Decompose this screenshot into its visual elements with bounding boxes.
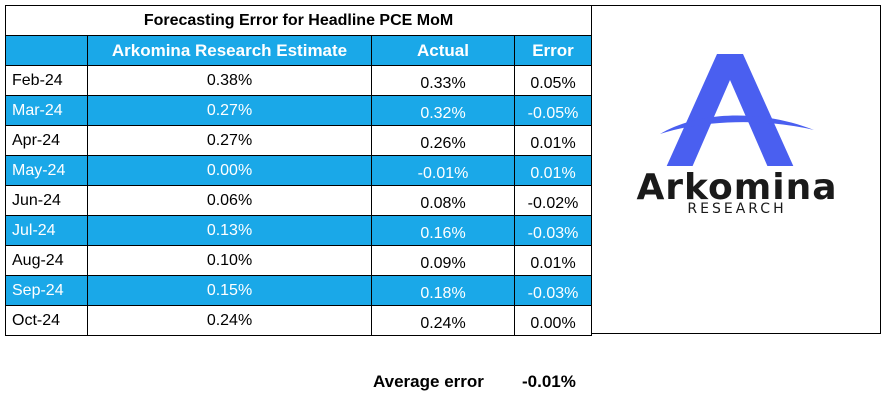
actual-cell: 0.16% [371,215,515,246]
estimate-cell: 0.06% [87,185,372,216]
header-estimate: Arkomina Research Estimate [87,35,372,66]
estimate-cell: 0.24% [87,305,372,336]
header-month [5,35,88,66]
table-row: Sep-24 0.15% 0.18% -0.03% [5,275,593,306]
average-error-label: Average error [373,372,484,391]
estimate-cell: 0.13% [87,215,372,246]
actual-cell: 0.08% [371,185,515,216]
error-cell: -0.02% [513,185,593,216]
actual-cell: 0.09% [371,245,515,276]
table-row: Apr-24 0.27% 0.26% 0.01% [5,125,593,156]
logo-name: Arkomina [636,167,838,208]
logo-a-shape [666,54,794,166]
actual-cell: -0.01% [371,155,515,186]
logo-panel: Arkomina RESEARCH [591,5,881,334]
error-cell: 0.01% [513,245,593,276]
error-cell: -0.03% [513,275,593,306]
header-error: Error [513,35,593,66]
error-cell: 0.01% [513,125,593,156]
error-cell: -0.03% [513,215,593,246]
estimate-cell: 0.15% [87,275,372,306]
estimate-cell: 0.38% [87,65,372,96]
actual-cell: 0.26% [371,125,515,156]
estimate-cell: 0.10% [87,245,372,276]
error-cell: 0.00% [513,305,593,336]
table-row: Jul-24 0.13% 0.16% -0.03% [5,215,593,246]
table-row: Aug-24 0.10% 0.09% 0.01% [5,245,593,276]
actual-cell: 0.24% [371,305,515,336]
month-cell: Aug-24 [5,245,88,276]
header-actual: Actual [371,35,515,66]
forecast-error-table: Forecasting Error for Headline PCE MoM A… [4,5,593,336]
table-row: Mar-24 0.27% 0.32% -0.05% [5,95,593,126]
average-error-value: -0.01% [522,372,576,391]
actual-cell: 0.18% [371,275,515,306]
actual-cell: 0.33% [371,65,515,96]
month-cell: Apr-24 [5,125,88,156]
month-cell: May-24 [5,155,88,186]
table-body: Feb-24 0.38% 0.33% 0.05% Mar-24 0.27% 0.… [5,65,593,336]
forecast-error-table-container: Forecasting Error for Headline PCE MoM A… [4,5,593,336]
estimate-cell: 0.27% [87,95,372,126]
month-cell: Feb-24 [5,65,88,96]
table-row: May-24 0.00% -0.01% 0.01% [5,155,593,186]
month-cell: Jul-24 [5,215,88,246]
estimate-cell: 0.27% [87,125,372,156]
table-row: Feb-24 0.38% 0.33% 0.05% [5,65,593,96]
month-cell: Mar-24 [5,95,88,126]
actual-cell: 0.32% [371,95,515,126]
table-row: Oct-24 0.24% 0.24% 0.00% [5,305,593,336]
error-cell: -0.05% [513,95,593,126]
month-cell: Sep-24 [5,275,88,306]
logo-swoosh [660,115,814,134]
error-cell: 0.01% [513,155,593,186]
logo-subtitle: RESEARCH [687,201,787,217]
table-row: Jun-24 0.06% 0.08% -0.02% [5,185,593,216]
arkomina-logo-icon [660,54,814,166]
month-cell: Jun-24 [5,185,88,216]
table-title: Forecasting Error for Headline PCE MoM [4,5,593,36]
error-cell: 0.05% [513,65,593,96]
month-cell: Oct-24 [5,305,88,336]
estimate-cell: 0.00% [87,155,372,186]
